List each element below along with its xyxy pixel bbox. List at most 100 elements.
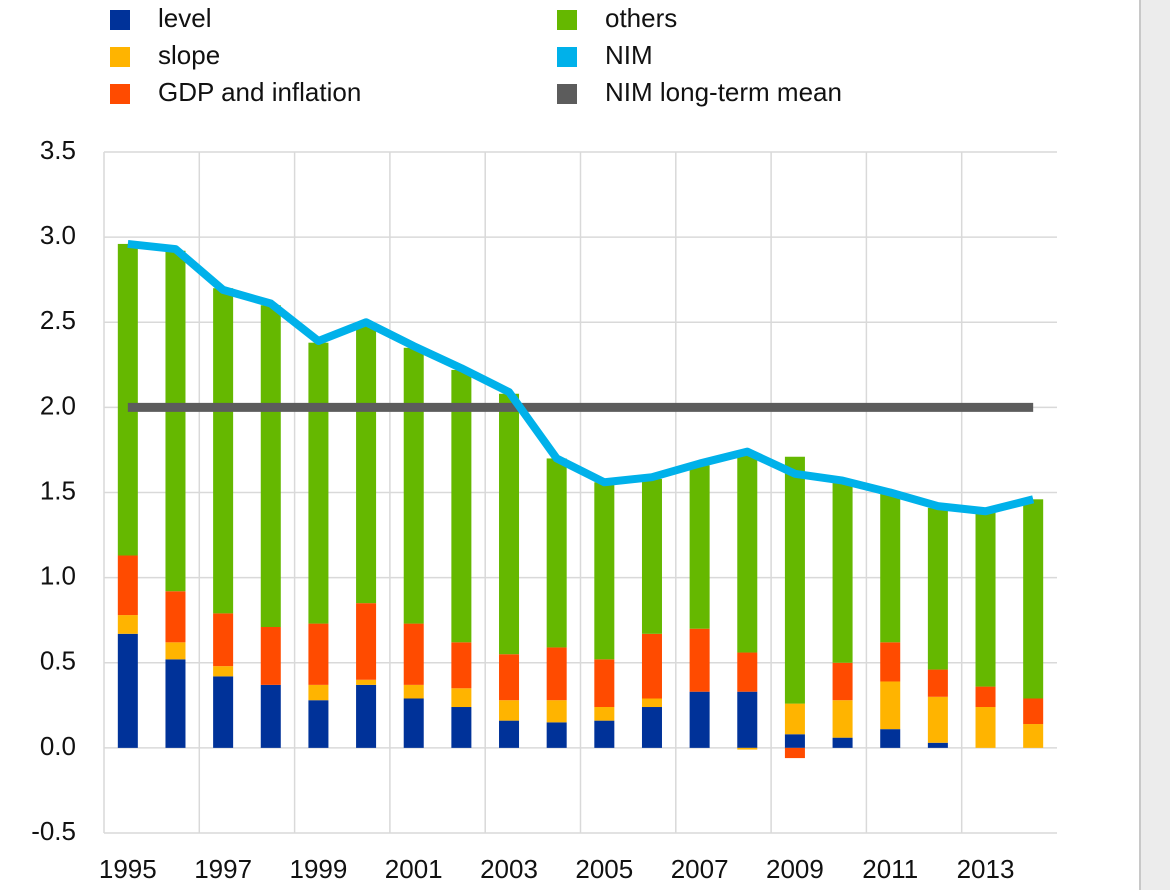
bar-segment	[927, 507, 948, 670]
y-tick-label: 0.5	[40, 646, 76, 676]
legend-swatch	[557, 10, 577, 30]
bar-segment	[594, 720, 615, 748]
legend-label: NIM long-term mean	[605, 77, 842, 107]
bar-segment	[784, 747, 805, 759]
bar-segment	[737, 455, 758, 653]
y-tick-label: 3.5	[40, 135, 76, 165]
legend-label: slope	[158, 40, 220, 70]
x-tick-label: 2003	[480, 854, 538, 884]
bar-segment	[689, 465, 710, 629]
bar-segment	[927, 669, 948, 697]
bar-segment	[737, 652, 758, 692]
legend-swatch	[110, 10, 130, 30]
bar-segment	[975, 707, 996, 748]
bar-segment	[356, 325, 377, 604]
bar-segment	[880, 492, 901, 643]
x-tick-label: 2005	[575, 854, 633, 884]
legend-label: level	[158, 3, 211, 33]
bar-segment	[880, 642, 901, 682]
bar-segment	[213, 666, 234, 677]
bar-segment	[499, 654, 520, 701]
bar-segment	[356, 684, 377, 748]
bar-segment	[737, 747, 758, 750]
bar-segment	[689, 691, 710, 748]
bar-segment	[641, 633, 662, 699]
bar-segment	[737, 691, 758, 748]
y-tick-label: 2.5	[40, 305, 76, 335]
bar-segment	[499, 393, 520, 655]
bar-segment	[403, 623, 424, 685]
bar-segment	[403, 698, 424, 748]
bar-segment	[641, 698, 662, 708]
bar-segment	[117, 555, 138, 616]
x-tick-label: 1995	[99, 854, 157, 884]
bar-segment	[784, 456, 805, 704]
bar-segment	[308, 684, 329, 701]
x-tick-label: 2009	[766, 854, 824, 884]
legend-swatch	[557, 47, 577, 67]
bar-segment	[213, 613, 234, 667]
bar-segment	[1023, 724, 1044, 748]
bar-segment	[594, 659, 615, 708]
x-tick-label: 2001	[385, 854, 443, 884]
bar-segment	[356, 679, 377, 685]
bar-segment	[641, 707, 662, 748]
bar-segment	[499, 700, 520, 721]
bar-segment	[975, 686, 996, 708]
x-tick-label: 2011	[862, 854, 918, 884]
bar-segment	[641, 478, 662, 634]
bar-segment	[308, 623, 329, 685]
bar-segment	[1023, 499, 1044, 699]
bar-segment	[546, 722, 567, 748]
bar-segment	[260, 626, 281, 685]
legend-swatch	[110, 84, 130, 104]
bar-segment	[546, 458, 567, 648]
legend-label: NIM	[605, 40, 653, 70]
bar-segment	[832, 737, 853, 748]
bar-segment	[117, 615, 138, 634]
bar-segment	[927, 696, 948, 743]
bar-segment	[880, 681, 901, 730]
legend-swatch	[110, 47, 130, 67]
bar-segment	[499, 720, 520, 748]
bar-segment	[451, 707, 472, 748]
bar-segment	[165, 591, 186, 643]
bar-segment	[213, 288, 234, 614]
bar-segment	[451, 642, 472, 689]
bar-segment	[403, 347, 424, 624]
y-tick-label: 0.0	[40, 731, 76, 761]
bar-segment	[165, 659, 186, 748]
bar-segment	[546, 700, 567, 723]
bar-segment	[927, 742, 948, 748]
line-series	[127, 239, 1035, 516]
bar-segment	[594, 707, 615, 721]
legend-swatch	[557, 84, 577, 104]
bar-segment	[784, 734, 805, 748]
bar-segment	[403, 684, 424, 699]
bar-segment	[1023, 698, 1044, 725]
bar-segment	[832, 700, 853, 738]
side-strip	[1140, 0, 1170, 890]
bar-segment	[165, 642, 186, 660]
x-tick-label: 1997	[194, 854, 252, 884]
bar-segment	[356, 603, 377, 680]
y-tick-label: 1.0	[40, 561, 76, 591]
legend-label: others	[605, 3, 677, 33]
bar-segment	[546, 647, 567, 701]
bar-segment	[260, 684, 281, 748]
bar-segment	[689, 628, 710, 692]
y-tick-label: 3.0	[40, 220, 76, 250]
bar-segment	[308, 342, 329, 624]
bar-segment	[880, 729, 901, 748]
y-tick-label: -0.5	[31, 816, 76, 846]
y-tick-label: 2.0	[40, 390, 76, 420]
bar-segment	[594, 482, 615, 660]
bar-segment	[117, 243, 138, 556]
bar-segment	[975, 511, 996, 687]
bar-segment	[213, 676, 234, 748]
bar-segment	[832, 662, 853, 701]
x-tick-label: 2013	[957, 854, 1015, 884]
bar-segment	[451, 369, 472, 643]
bar-segment	[832, 482, 853, 663]
